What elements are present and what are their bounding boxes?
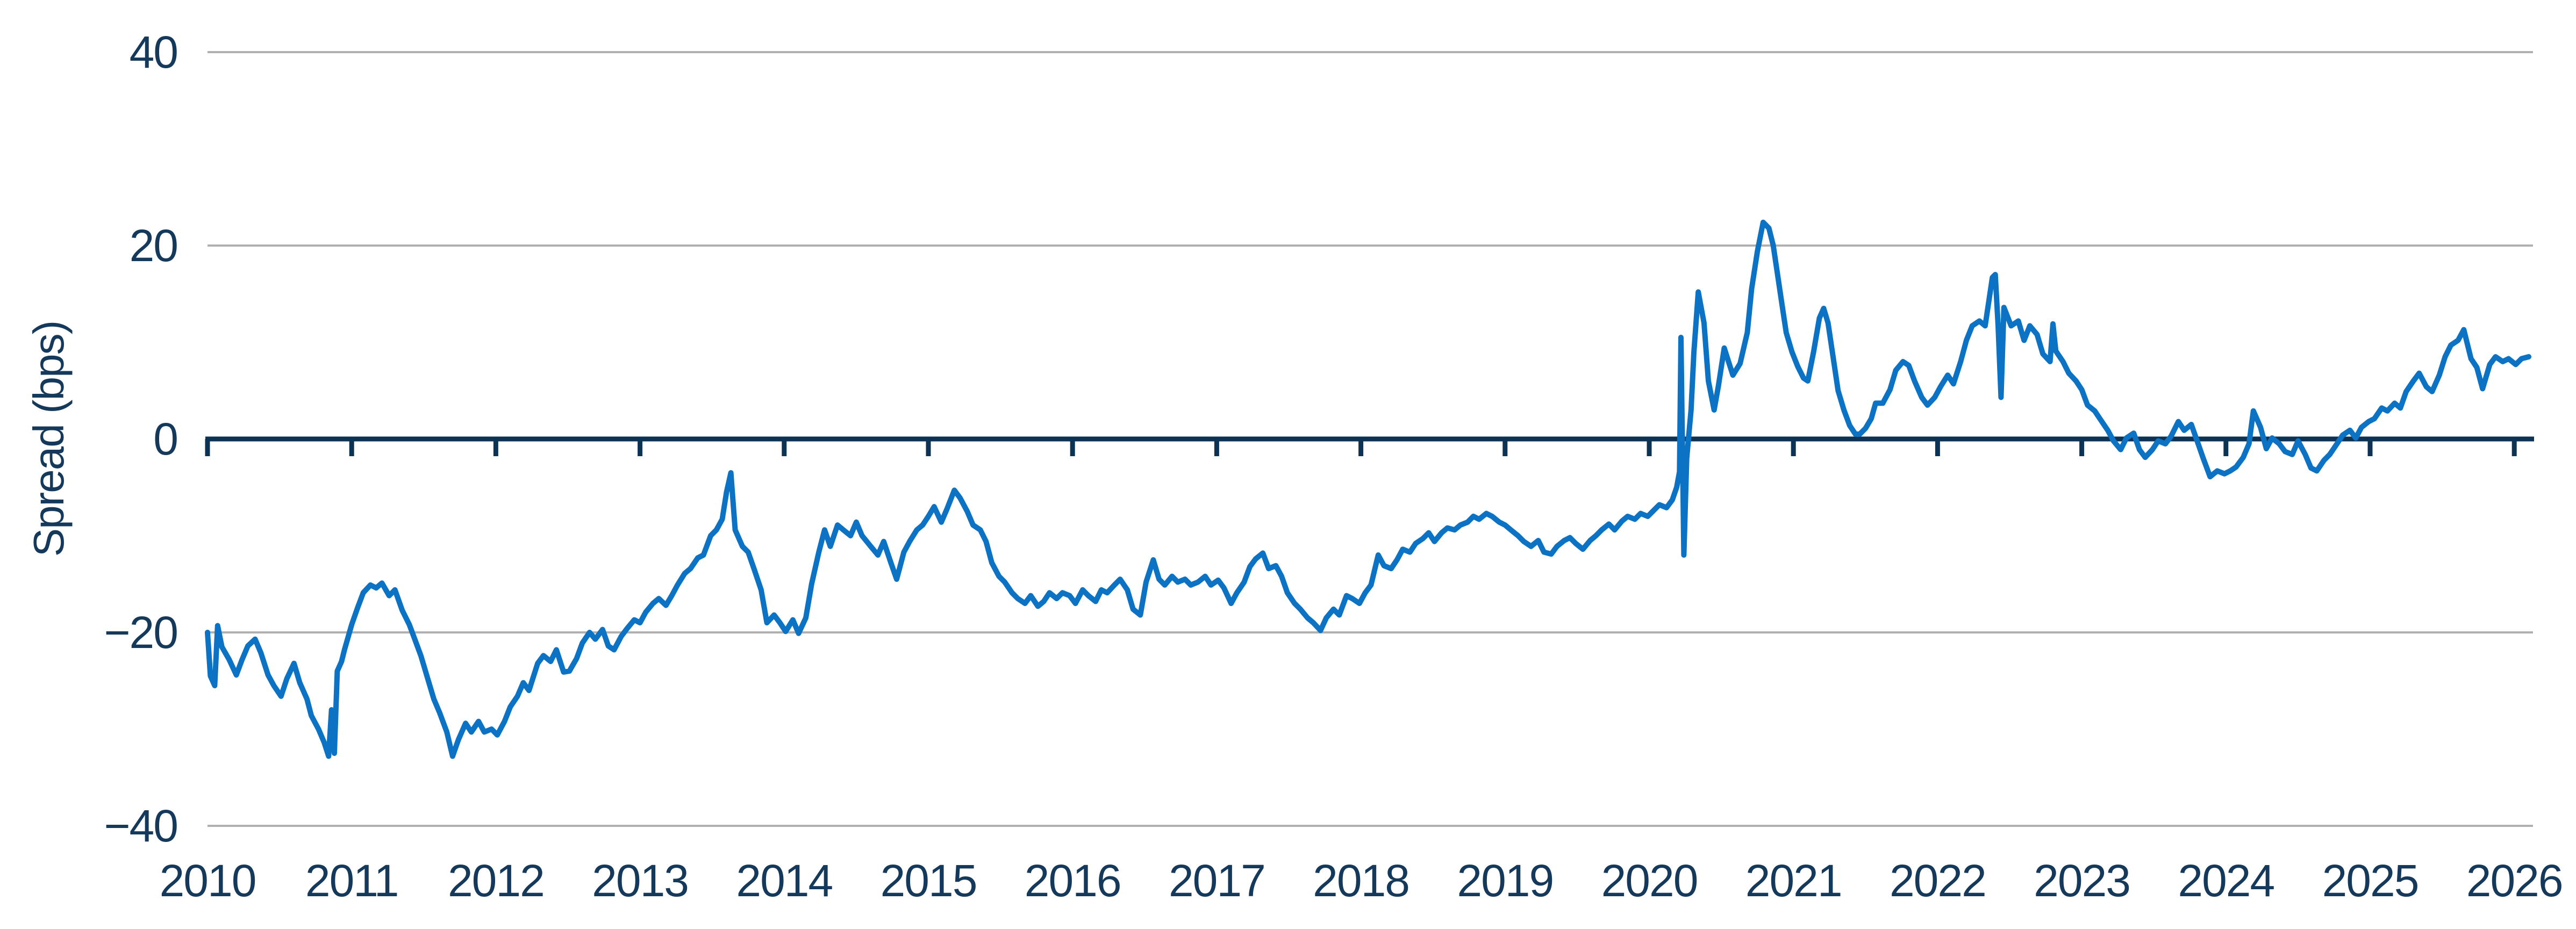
- x-tick-label: 2022: [1890, 855, 1986, 906]
- x-tick-label: 2012: [448, 855, 544, 906]
- x-tick-label: 2024: [2178, 855, 2274, 906]
- x-tick-labels: 2010 2011 2012 2013 2014 2015 2016 2017 2018 2019…: [160, 855, 2564, 906]
- x-tick-label: 2018: [1313, 855, 1409, 906]
- x-tick-label: 2010: [160, 855, 256, 906]
- x-tick-label: 2023: [2034, 855, 2130, 906]
- x-tick-label: 2020: [1601, 855, 1698, 906]
- x-tick-label: 2014: [736, 855, 832, 906]
- y-tick-label: −40: [104, 801, 178, 851]
- y-axis-title: Spread (bps): [25, 321, 73, 557]
- y-tick-label: 40: [130, 27, 177, 77]
- y-tick-label: −20: [104, 607, 178, 658]
- x-tick-label: 2015: [881, 855, 977, 906]
- x-tick-label: 2013: [592, 855, 688, 906]
- y-tick-label: 0: [153, 414, 177, 464]
- y-tick-labels: 40 20 0 −20 −40: [104, 27, 179, 851]
- x-tick-label: 2011: [305, 855, 398, 906]
- y-axis-title-group: Spread (bps): [25, 321, 73, 557]
- year-tick-marks: [205, 439, 2517, 456]
- x-tick-label: 2017: [1169, 855, 1265, 906]
- x-tick-label: 2016: [1025, 855, 1121, 906]
- x-tick-label: 2025: [2322, 855, 2418, 906]
- x-tick-label: 2021: [1745, 855, 1842, 906]
- x-tick-label: 2026: [2466, 855, 2563, 906]
- spread-line: [205, 219, 2531, 759]
- x-tick-label: 2019: [1457, 855, 1553, 906]
- horizontal-gridlines: [207, 51, 2533, 827]
- y-tick-label: 20: [130, 220, 177, 271]
- spread-series-line: [205, 219, 2531, 759]
